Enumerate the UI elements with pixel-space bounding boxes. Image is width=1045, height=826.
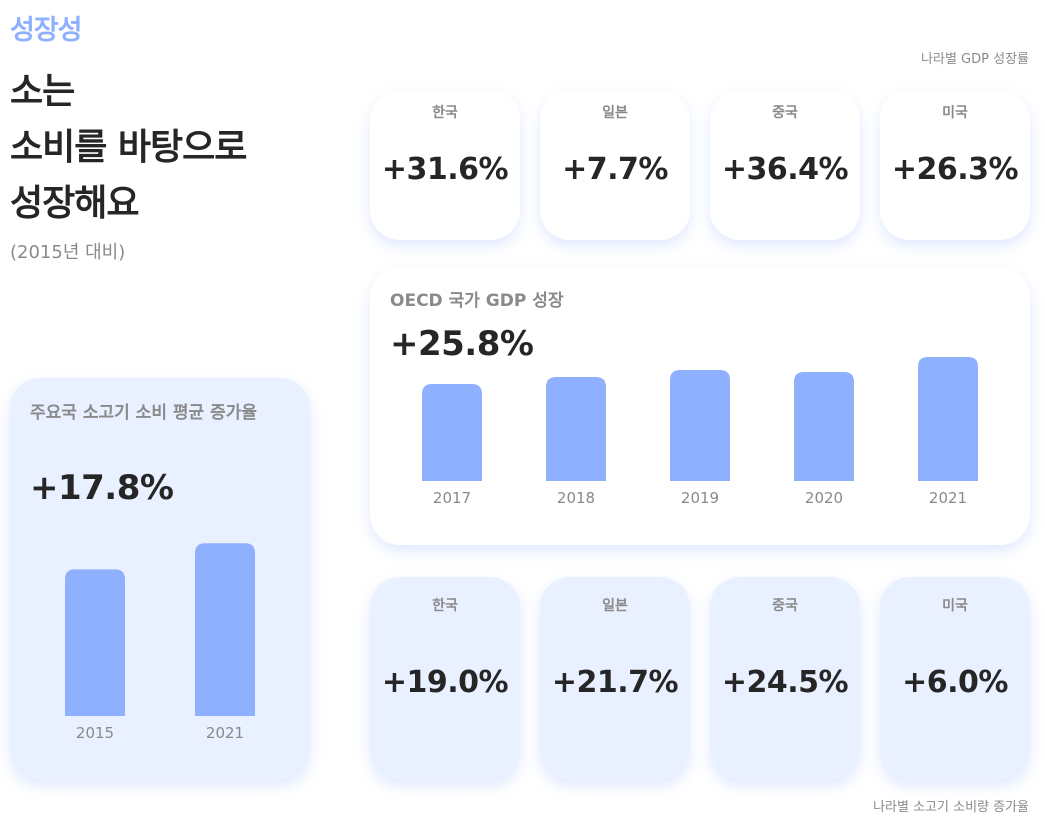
country-label: 중국 <box>772 598 798 614</box>
country-label: 미국 <box>942 105 968 121</box>
country-label: 한국 <box>432 598 458 614</box>
consumption-caption: 나라별 소고기 소비량 증가율 <box>873 800 1029 815</box>
x-tick-label-2020: 2020 <box>805 489 843 507</box>
gdp-value: +26.3% <box>891 152 1019 187</box>
x-tick-label-2018: 2018 <box>557 489 595 507</box>
gdp-card-china: 중국 +36.4% <box>710 90 860 240</box>
bar-2019 <box>670 370 730 481</box>
consumption-value: +19.0% <box>381 665 509 700</box>
beef-consumption-bar-chart: 2015 2021 <box>65 543 255 742</box>
bar-2018 <box>546 377 606 481</box>
country-label: 일본 <box>602 105 628 121</box>
headline-line-2: 소비를 바탕으로 <box>10 127 247 168</box>
consumption-value: +21.7% <box>551 665 679 700</box>
oecd-gdp-bar-chart: 2017 2018 2019 2020 2021 <box>422 357 978 507</box>
country-label: 중국 <box>772 105 798 121</box>
page-title: 소는 소비를 바탕으로 성장해요 <box>10 64 247 232</box>
bar-2017 <box>422 384 482 481</box>
country-label: 한국 <box>432 105 458 121</box>
gdp-card-korea: 한국 +31.6% <box>370 90 520 240</box>
oecd-gdp-chart-card: OECD 국가 GDP 성장 +25.8% 2017 2018 2019 2020 20… <box>370 268 1030 545</box>
consumption-card-korea: 한국 +19.0% <box>370 577 520 780</box>
consumption-card-china: 중국 +24.5% <box>710 577 860 780</box>
chart-title: 주요국 소고기 소비 평균 증가율 <box>30 403 257 423</box>
section-tag: 성장성 <box>10 15 83 46</box>
x-tick-label-2021: 2021 <box>929 489 967 507</box>
headline-line-3: 성장해요 <box>10 183 139 224</box>
gdp-card-usa: 미국 +26.3% <box>880 90 1030 240</box>
x-tick-label-2021: 2021 <box>206 724 244 742</box>
bar-2021 <box>195 543 255 716</box>
beef-consumption-chart-card: 주요국 소고기 소비 평균 증가율 +17.8% 2015 2021 <box>10 378 310 780</box>
chart-headline-value: +17.8% <box>30 468 174 508</box>
x-tick-label-2017: 2017 <box>433 489 471 507</box>
consumption-value: +6.0% <box>902 665 1008 700</box>
x-tick-label-2015: 2015 <box>76 724 114 742</box>
baseline-note: (2015년 대비) <box>10 242 126 263</box>
chart-headline-value: +25.8% <box>390 324 534 364</box>
consumption-card-japan: 일본 +21.7% <box>540 577 690 780</box>
gdp-value: +36.4% <box>721 152 849 187</box>
consumption-value: +24.5% <box>721 665 849 700</box>
bar-2015 <box>65 569 125 716</box>
gdp-value: +31.6% <box>381 152 509 187</box>
headline-line-1: 소는 <box>10 71 75 112</box>
chart-title: OECD 국가 GDP 성장 <box>390 291 564 311</box>
gdp-card-japan: 일본 +7.7% <box>540 90 690 240</box>
gdp-value: +7.7% <box>562 152 668 187</box>
consumption-card-usa: 미국 +6.0% <box>880 577 1030 780</box>
gdp-caption: 나라별 GDP 성장률 <box>921 52 1029 67</box>
bar-2021 <box>918 357 978 481</box>
country-label: 미국 <box>942 598 968 614</box>
country-label: 일본 <box>602 598 628 614</box>
x-tick-label-2019: 2019 <box>681 489 719 507</box>
bar-2020 <box>794 372 854 481</box>
